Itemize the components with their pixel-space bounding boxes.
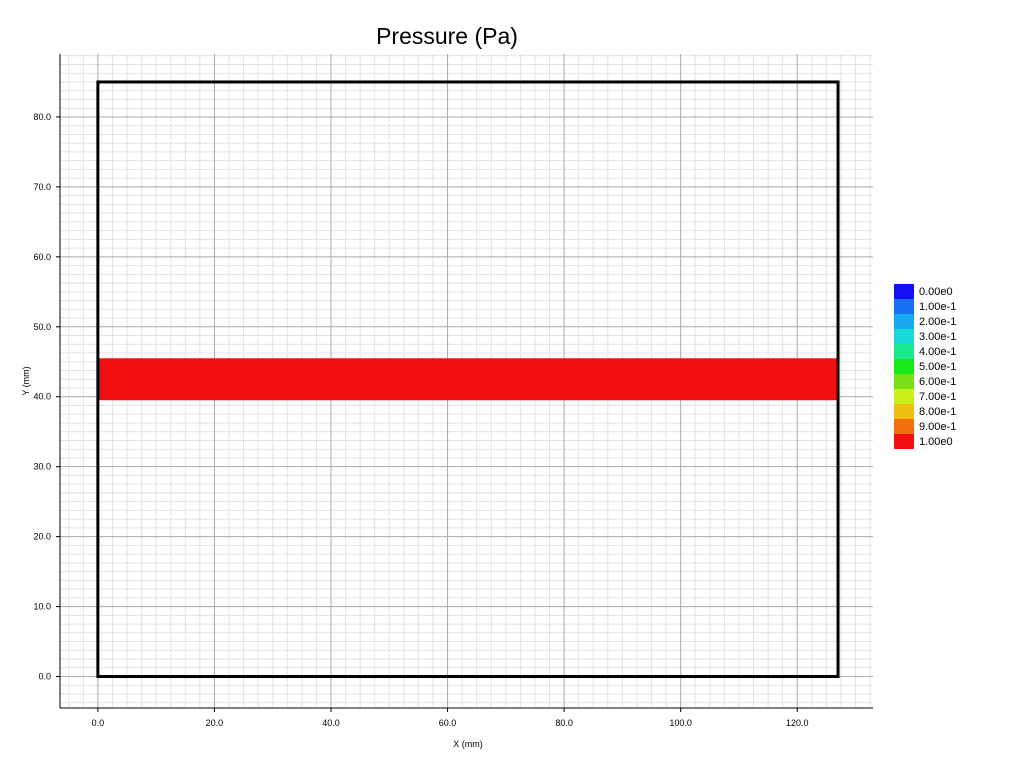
x-tick-label: 20.0 <box>206 718 224 728</box>
legend-label: 1.00e0 <box>919 436 953 448</box>
x-tick-label: 120.0 <box>786 718 809 728</box>
y-tick-label: 50.0 <box>33 322 51 332</box>
legend-swatch <box>894 359 914 374</box>
y-tick-label: 70.0 <box>33 182 51 192</box>
legend-swatch <box>894 419 914 434</box>
legend-swatch <box>894 389 914 404</box>
x-tick-labels: 0.0 20.0 40.0 60.0 80.0 100.0 120.0 <box>92 708 809 728</box>
legend-label: 9.00e-1 <box>919 421 956 433</box>
domain-boundary <box>96 80 840 679</box>
legend-label: 1.00e-1 <box>919 301 956 313</box>
y-tick-label: 60.0 <box>33 252 51 262</box>
legend-swatch <box>894 329 914 344</box>
legend-swatch <box>894 404 914 419</box>
legend-label: 5.00e-1 <box>919 361 956 373</box>
domain-outline <box>96 80 840 679</box>
legend-swatch <box>894 284 914 299</box>
x-tick-label: 40.0 <box>322 718 340 728</box>
legend-label: 8.00e-1 <box>919 406 956 418</box>
y-tick-label: 10.0 <box>33 602 51 612</box>
legend-swatch <box>894 434 914 449</box>
legend-label: 3.00e-1 <box>919 331 956 343</box>
x-tick-label: 80.0 <box>555 718 573 728</box>
y-tick-label: 30.0 <box>33 462 51 472</box>
x-axis-label: X (mm) <box>453 739 483 749</box>
y-tick-label: 20.0 <box>33 532 51 542</box>
pressure-regions <box>97 358 839 401</box>
x-tick-label: 100.0 <box>669 718 692 728</box>
legend-label: 7.00e-1 <box>919 391 956 403</box>
legend-swatch <box>894 344 914 359</box>
legend-label: 0.00e0 <box>919 286 953 298</box>
legend-label: 2.00e-1 <box>919 316 956 328</box>
legend-swatch <box>894 314 914 329</box>
legend-label: 4.00e-1 <box>919 346 956 358</box>
x-tick-label: 60.0 <box>439 718 457 728</box>
chart-title: Pressure (Pa) <box>376 23 518 49</box>
pressure-region <box>97 358 839 401</box>
y-tick-label: 40.0 <box>33 392 51 402</box>
legend-swatch <box>894 299 914 314</box>
y-tick-label: 80.0 <box>33 112 51 122</box>
color-legend: 0.00e0 1.00e-1 2.00e-1 3.00e-1 4.00e-1 5.00e-… <box>894 284 956 449</box>
legend-swatch <box>894 374 914 389</box>
x-tick-label: 0.0 <box>92 718 105 728</box>
y-tick-labels: 0.0 10.0 20.0 30.0 40.0 50.0 60.0 70.0 80.0 <box>33 112 60 682</box>
y-tick-label: 0.0 <box>38 672 51 682</box>
y-axis-label: Y (mm) <box>21 366 31 395</box>
legend-label: 6.00e-1 <box>919 376 956 388</box>
axes-frame <box>59 54 873 709</box>
